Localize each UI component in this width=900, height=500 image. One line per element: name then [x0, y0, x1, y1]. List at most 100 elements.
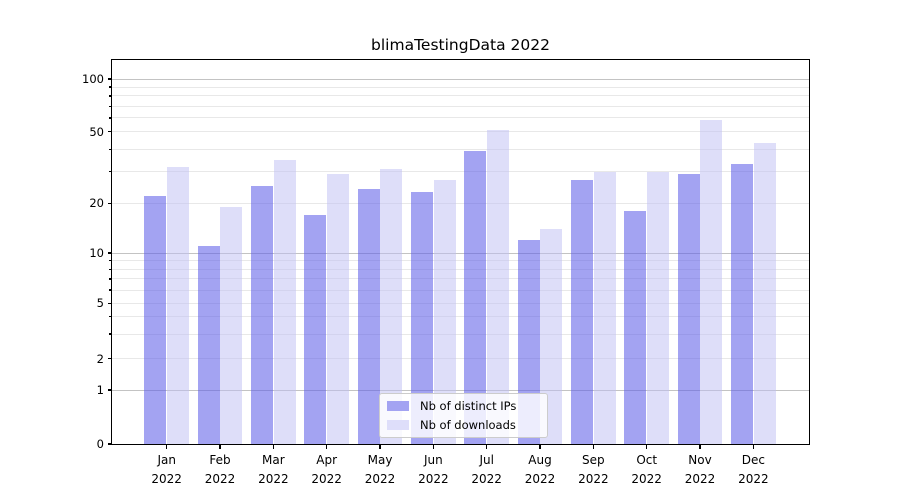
gridline-minor	[112, 278, 809, 280]
y-tick-mark-minor	[109, 95, 112, 97]
y-tick-mark-minor	[109, 268, 112, 270]
legend: Nb of distinct IPs Nb of downloads	[379, 392, 548, 438]
x-tick-mark	[699, 444, 701, 449]
x-tick-label: Mar 2022	[258, 453, 289, 486]
gridline-minor	[112, 302, 809, 304]
legend-swatch-distinct-ips	[387, 400, 409, 411]
x-tick-mark	[379, 444, 381, 449]
gridline-major	[112, 389, 809, 391]
y-tick-label: 2	[96, 351, 104, 366]
y-tick-mark-minor	[109, 171, 112, 173]
y-tick-label: 100	[82, 72, 104, 86]
x-tick-label: Nov 2022	[684, 453, 716, 486]
gridline-minor	[112, 105, 809, 107]
bar-distinct-ips	[730, 164, 754, 444]
gridline-minor	[112, 358, 809, 359]
y-tick-mark	[107, 389, 112, 391]
x-tick-label: Apr 2022	[311, 453, 342, 486]
gridline-major	[112, 252, 809, 254]
gridline-minor	[112, 316, 809, 318]
gridline-minor	[112, 333, 809, 335]
x-tick-mark	[166, 444, 168, 449]
y-tick-mark	[107, 252, 112, 254]
bar-distinct-ips	[410, 192, 434, 444]
legend-item-downloads: Nb of downloads	[387, 418, 539, 432]
y-tick-label: 20	[89, 196, 104, 211]
bar-downloads	[273, 159, 296, 444]
x-tick-mark	[219, 444, 221, 449]
x-tick-label: Sep 2022	[578, 453, 609, 486]
y-tick-mark-minor	[109, 260, 112, 262]
x-tick-mark	[326, 444, 328, 449]
gridline-minor	[112, 95, 809, 97]
y-tick-label: 1	[96, 383, 104, 397]
y-tick-mark	[107, 357, 112, 360]
bar-downloads	[753, 143, 776, 444]
x-tick-label: Jun 2022	[418, 453, 449, 486]
bar-downloads	[593, 171, 616, 444]
legend-label-distinct-ips: Nb of distinct IPs	[420, 398, 517, 413]
y-tick-mark-minor	[109, 316, 112, 318]
gridline-minor	[112, 171, 809, 173]
x-tick-mark	[592, 444, 595, 449]
plot-area: 0 1 2 5 10 20 50 100 Jan 2022 Feb 2022 Mar 2022 Ap…	[82, 59, 810, 486]
gridline-minor	[112, 260, 809, 262]
x-tick-mark	[432, 444, 435, 449]
bar-distinct-ips	[677, 174, 700, 444]
y-tick-mark-minor	[109, 117, 112, 119]
y-tick-mark-minor	[109, 333, 112, 335]
gridline-minor	[112, 117, 809, 119]
bar-downloads	[380, 169, 403, 444]
bar-downloads	[220, 206, 243, 444]
x-tick-label: Aug 2022	[524, 453, 556, 486]
bar-distinct-ips	[624, 210, 647, 444]
gridline-major	[112, 78, 809, 80]
bar-downloads	[433, 179, 456, 444]
gridline-minor	[112, 86, 809, 88]
y-tick-label: 5	[96, 296, 104, 311]
x-tick-label: Oct 2022	[631, 453, 662, 486]
bar-distinct-ips	[197, 246, 220, 444]
chart-title: blimaTestingData 2022	[371, 36, 550, 54]
y-tick-mark	[107, 131, 112, 133]
gridline-minor	[112, 148, 809, 150]
bar-downloads	[646, 171, 670, 444]
x-tick-mark	[646, 444, 648, 449]
gridline-minor	[112, 289, 809, 291]
y-tick-mark-minor	[109, 289, 112, 291]
x-tick-mark	[486, 444, 488, 449]
x-tick-label: Dec 2022	[738, 453, 769, 486]
bar-distinct-ips	[357, 189, 380, 444]
bar-downloads	[700, 120, 723, 444]
y-tick-mark	[107, 302, 112, 304]
x-tick-label: May 2022	[364, 453, 396, 486]
bar-distinct-ips	[570, 179, 594, 444]
bar-distinct-ips	[304, 214, 327, 444]
y-tick-label: 10	[89, 246, 104, 260]
legend-label-downloads: Nb of downloads	[420, 417, 516, 432]
bar-downloads	[486, 130, 510, 444]
y-tick-mark-minor	[109, 86, 112, 88]
y-tick-mark-minor	[109, 148, 112, 150]
bar-downloads	[166, 166, 190, 444]
bar-distinct-ips	[464, 151, 487, 444]
bar-distinct-ips	[144, 195, 167, 444]
y-tick-label: 50	[89, 124, 104, 139]
bar-downloads	[326, 174, 350, 444]
x-tick-mark	[539, 444, 541, 449]
x-tick-label: Feb 2022	[204, 453, 236, 486]
gridline-minor	[112, 268, 809, 270]
x-tick-mark	[752, 444, 755, 449]
y-tick-mark-minor	[109, 278, 112, 280]
gridline-minor	[112, 131, 809, 133]
legend-item-distinct-ips: Nb of distinct IPs	[387, 399, 539, 413]
x-tick-label: Jan 2022	[151, 453, 182, 486]
x-tick-label: Jul 2022	[471, 453, 502, 486]
x-tick-mark	[272, 444, 275, 449]
legend-swatch-downloads	[387, 419, 409, 430]
y-tick-mark	[107, 202, 112, 204]
y-tick-mark-minor	[109, 105, 112, 107]
bar-distinct-ips	[250, 185, 274, 444]
y-tick-mark	[107, 78, 112, 80]
